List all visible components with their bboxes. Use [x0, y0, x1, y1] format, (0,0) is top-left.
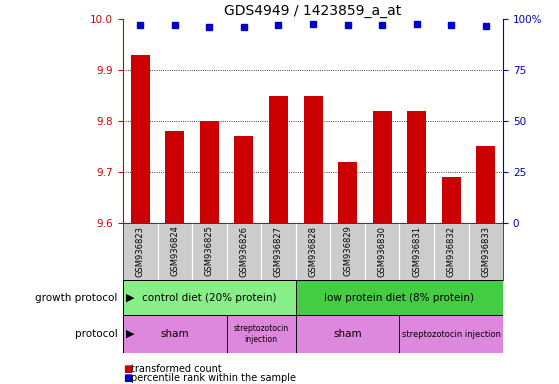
Bar [226, 315, 296, 353]
Bar [123, 280, 296, 315]
Bar [131, 55, 150, 223]
Text: protocol: protocol [75, 329, 117, 339]
Text: streptozotocin
injection: streptozotocin injection [234, 324, 289, 344]
Text: ■: ■ [123, 373, 132, 383]
Text: GSM936827: GSM936827 [274, 226, 283, 276]
Bar [476, 146, 495, 223]
Text: GSM936829: GSM936829 [343, 226, 352, 276]
Bar [442, 177, 461, 223]
Text: GSM936826: GSM936826 [239, 226, 248, 276]
Text: control diet (20% protein): control diet (20% protein) [142, 293, 277, 303]
Text: GSM936830: GSM936830 [378, 226, 387, 276]
Text: GSM936825: GSM936825 [205, 226, 214, 276]
Text: GSM936823: GSM936823 [136, 226, 145, 276]
Text: low protein diet (8% protein): low protein diet (8% protein) [324, 293, 475, 303]
Bar [123, 315, 226, 353]
Bar [338, 162, 357, 223]
Bar [234, 136, 253, 223]
Bar [165, 131, 184, 223]
Text: transformed count: transformed count [131, 364, 222, 374]
Bar [400, 315, 503, 353]
Bar [269, 96, 288, 223]
Text: GSM936832: GSM936832 [447, 226, 456, 276]
Title: GDS4949 / 1423859_a_at: GDS4949 / 1423859_a_at [224, 4, 402, 18]
Bar [296, 315, 400, 353]
Text: sham: sham [160, 329, 189, 339]
Text: streptozotocin injection: streptozotocin injection [402, 329, 501, 339]
Bar [296, 280, 503, 315]
Text: GSM936828: GSM936828 [309, 226, 318, 276]
Text: growth protocol: growth protocol [35, 293, 117, 303]
Text: GSM936824: GSM936824 [170, 226, 179, 276]
Text: GSM936833: GSM936833 [481, 226, 490, 277]
Bar [200, 121, 219, 223]
Text: ▶: ▶ [126, 329, 134, 339]
Text: sham: sham [333, 329, 362, 339]
Text: GSM936831: GSM936831 [412, 226, 421, 276]
Text: ■: ■ [123, 364, 132, 374]
Bar [373, 111, 392, 223]
Text: ▶: ▶ [126, 293, 134, 303]
Text: percentile rank within the sample: percentile rank within the sample [131, 373, 296, 383]
Bar [304, 96, 323, 223]
Bar [407, 111, 426, 223]
